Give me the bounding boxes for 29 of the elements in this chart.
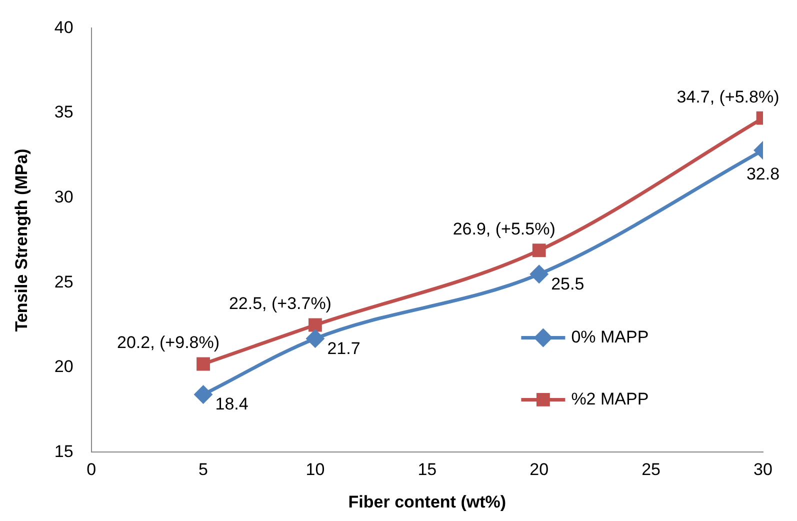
y-tick-label: 40 [54,18,74,37]
legend-label: %2 MAPP [571,389,649,408]
x-tick-label: 0 [86,460,96,480]
data-label: 26.9, (+5.5%) [452,220,556,239]
point [306,330,324,348]
y-tick-label: 20 [54,357,74,376]
x-tick-label: 30 [754,460,772,480]
point [194,386,212,404]
x-tick-label: 25 [642,460,661,480]
data-label: 22.5, (+3.7%) [228,294,332,314]
data-label: 34.7, (+5.8%) [676,87,780,106]
x-axis-title: Fiber content (wt%) [348,492,506,512]
y-tick-label: 25 [54,272,74,292]
point [308,318,322,332]
x-tick-label: 5 [198,460,208,480]
data-label: 25.5 [551,274,584,294]
point [196,357,210,371]
data-label: 21.7 [327,338,360,358]
x-tick-label: 10 [306,460,325,480]
legend-label: 0% MAPP [571,327,649,346]
data-label: 20.2, (+9.8%) [116,333,220,352]
x-tick-label: 15 [418,460,437,480]
y-tick-label: 30 [54,187,74,206]
data-label: 32.8 [746,164,780,184]
y-axis-title: Tensile Strength (MPa) [12,148,31,332]
y-tick-label: 15 [54,442,74,461]
data-label: 18.4 [215,394,248,414]
y-tick-label: 35 [54,102,74,122]
x-tick-label: 20 [530,460,549,480]
